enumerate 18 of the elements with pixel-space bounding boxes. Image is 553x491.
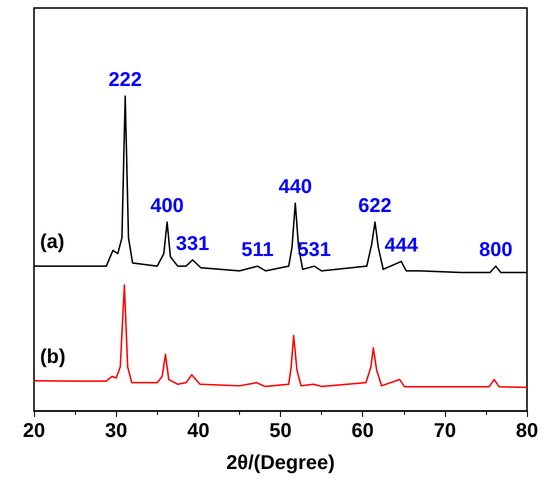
x-tick-label: 80 bbox=[516, 420, 538, 442]
annotation: 331 bbox=[176, 232, 210, 255]
annotation: 511 bbox=[241, 239, 274, 262]
series-label: (b) bbox=[40, 346, 66, 368]
series-label: (a) bbox=[40, 231, 64, 254]
x-axis-title: 2θ/(Degree) bbox=[226, 452, 335, 474]
annotation: 622 bbox=[358, 195, 392, 218]
x-tick-label: 40 bbox=[187, 420, 210, 442]
annotation: 222 bbox=[108, 69, 142, 92]
x-tick-label: 50 bbox=[269, 420, 292, 442]
annotation: 400 bbox=[150, 195, 184, 218]
x-tick-label: 30 bbox=[105, 420, 128, 442]
annotation: 800 bbox=[479, 239, 512, 262]
x-tick-label: 60 bbox=[352, 420, 374, 442]
annotation: 444 bbox=[384, 234, 419, 256]
x-tick-label: 20 bbox=[22, 420, 46, 442]
x-tick-label: 70 bbox=[434, 420, 456, 442]
annotation: 440 bbox=[278, 176, 312, 198]
